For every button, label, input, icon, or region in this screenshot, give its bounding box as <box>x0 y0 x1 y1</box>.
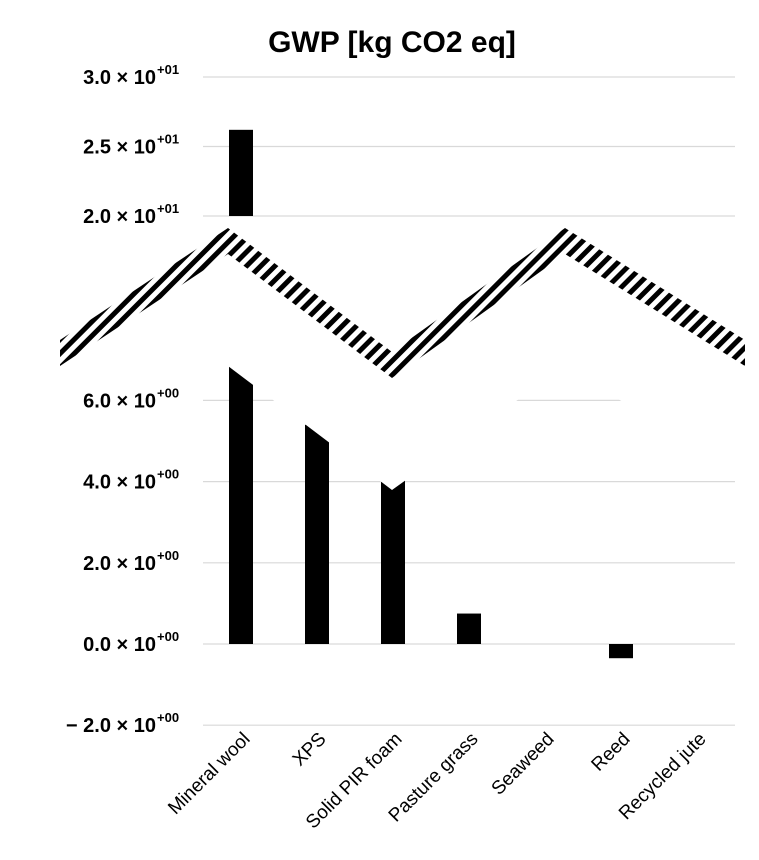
y-tick-label: 0.0 × 10 <box>83 634 156 656</box>
y-tick-label: 4.0 × 10 <box>83 472 156 494</box>
break-zigzag <box>60 228 745 378</box>
y-tick-exponent: +00 <box>157 629 179 644</box>
y-tick-label: 2.0 × 10 <box>83 553 156 575</box>
bar-upper-segment <box>229 129 253 216</box>
y-tick-label: − 2.0 × 10 <box>66 715 156 737</box>
bar-lower-segment <box>229 359 253 644</box>
y-tick-label: 2.5 × 10 <box>83 137 156 159</box>
y-tick-label: 2.0 × 10 <box>83 206 156 228</box>
axis-break <box>60 220 745 490</box>
y-tick-label: 6.0 × 10 <box>83 390 156 412</box>
x-tick-label: XPS <box>289 729 331 771</box>
y-tick-exponent: +01 <box>157 132 179 147</box>
y-tick-exponent: +00 <box>157 710 179 725</box>
y-tick-exponent: +01 <box>157 201 179 216</box>
chart-title: GWP [kg CO2 eq] <box>268 26 516 59</box>
x-tick-label: Mineral wool <box>164 729 254 819</box>
bar <box>609 644 633 659</box>
y-tick-exponent: +01 <box>157 62 179 77</box>
x-tick-label: Seaweed <box>488 729 559 800</box>
y-tick-exponent: +00 <box>157 548 179 563</box>
y-axis-ticks: − 2.0 × 10 +000.0 × 10 +002.0 × 10 +004.0 ×… <box>66 62 179 737</box>
y-tick-exponent: +00 <box>157 385 179 400</box>
bar <box>457 613 481 644</box>
x-tick-label: Reed <box>588 729 635 776</box>
y-tick-exponent: +00 <box>157 467 179 482</box>
bar <box>305 424 329 644</box>
y-tick-label: 3.0 × 10 <box>83 67 156 89</box>
